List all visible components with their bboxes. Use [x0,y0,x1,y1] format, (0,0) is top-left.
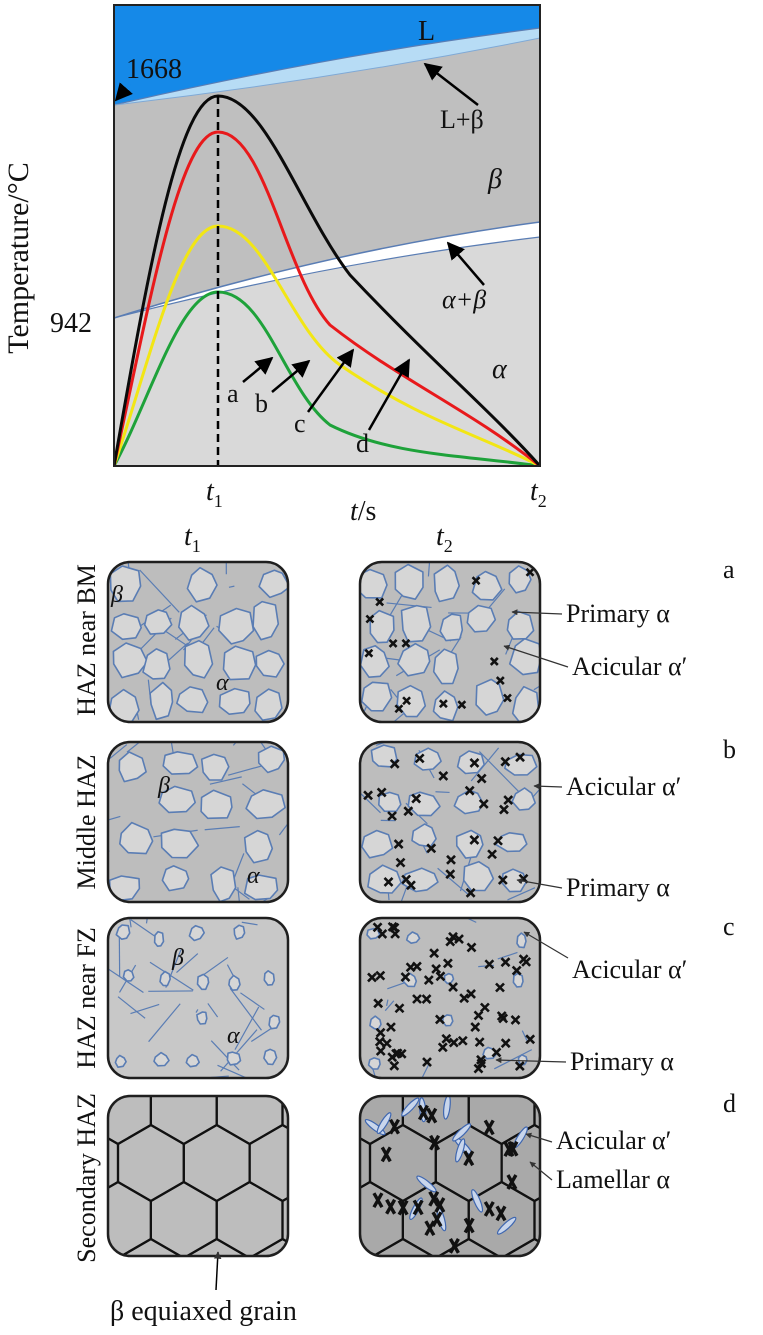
zone-label-haz-near-fz: HAZ near FZ [72,927,101,1069]
label-lamellar-alpha-d: Lamellar α [556,1165,670,1194]
beta-grain [568,1239,634,1315]
alpha-grain [369,1058,381,1069]
x-tick-t2: t2 [530,476,547,511]
matrix-background [108,1096,288,1256]
region-label-alpha: α [492,354,508,385]
panel-content [360,909,540,1110]
y-axis-label: Temperature/°C [2,162,35,353]
alpha-grain [517,933,526,948]
x-axis-label: t/s [350,496,376,527]
alpha-grain [370,611,394,643]
panel-haz-near-fz-t2 [360,909,540,1110]
alpha-grain [269,1015,280,1028]
label-primary-alpha-c: Primary α [570,1047,674,1076]
y-tick-942: 942 [50,308,92,339]
arrow-beta-equiaxed [216,1252,218,1290]
alpha-grain [264,1049,277,1064]
label-primary-alpha-a: Primary α [566,599,670,628]
label-beta-a: β [110,582,123,608]
grain-boundary [91,892,114,915]
label-beta-c: β [171,945,184,971]
alpha-grain [445,974,454,984]
alpha-grain [264,971,274,985]
label-alpha-a: α [216,670,229,696]
alpha-grain [163,752,197,774]
label-alpha-c: α [227,1023,240,1049]
panel-content [108,550,290,723]
panel-haz-near-fz-t1 [102,889,288,1083]
region-label-l-beta: L+β [440,105,484,134]
col-header-t1: t1 [184,521,201,556]
curve-label-a: a [227,379,239,408]
label-acicular-alpha-d: Acicular α′ [556,1126,671,1155]
alpha-grain [155,932,164,947]
alpha-grain [395,565,423,600]
y-tick-1668: 1668 [126,54,182,85]
row-letter-d: d [723,1089,736,1118]
curve-label-b: b [255,389,268,418]
beta-grain [283,1068,349,1144]
label-beta-equiaxed-grain: β equiaxed grain [110,1296,297,1327]
beta-grain [283,1182,349,1258]
panel-haz-near-bm-t2 [359,553,573,734]
panel-content [89,705,311,919]
label-beta-b: β [157,773,170,799]
label-primary-alpha-b: Primary α [566,873,670,902]
label-acicular-alpha-a: Acicular α′ [572,652,687,681]
alpha-grain [234,925,244,939]
zone-label-secondary-haz: Secondary HAZ [72,1093,101,1263]
alpha-grain [198,974,209,989]
curve-label-c: c [294,409,306,438]
curve-label-d: d [356,429,369,458]
panel-content [337,730,567,907]
zone-label-middle-haz: Middle HAZ [72,754,101,889]
label-acicular-alpha-c: Acicular α′ [572,955,687,984]
panel-middle-haz-t1 [89,705,311,919]
label-alpha-b: α [247,863,260,889]
alpha-grain [227,1052,240,1065]
grain-boundary [435,792,449,793]
row-letter-b: b [723,735,736,764]
phase-diagram: L L+β β α+β α a b c d Temperature/°C 166… [2,5,547,527]
alpha-grain [197,1012,207,1024]
row-letter-a: a [723,555,735,584]
row-letter-c: c [723,912,735,941]
zone-label-haz-near-bm: HAZ near BM [72,564,101,716]
label-acicular-alpha-b: Acicular α′ [566,772,681,801]
microstructure-section: t1 t2 a b c d HAZ near BM Middle HAZ HAZ… [19,521,736,1327]
alpha-grain [513,973,523,987]
region-label-beta: β [487,164,502,195]
panel-haz-near-bm-t1 [108,550,290,723]
x-tick-t1: t1 [206,476,223,511]
region-label-liquid: L [418,16,435,47]
region-label-alpha-beta: α+β [442,285,486,314]
alpha-grain [123,970,133,981]
col-header-t2: t2 [436,521,453,556]
beta-grain [304,1239,370,1315]
alpha-grain [379,792,401,811]
panel-middle-haz-t2 [337,730,567,907]
